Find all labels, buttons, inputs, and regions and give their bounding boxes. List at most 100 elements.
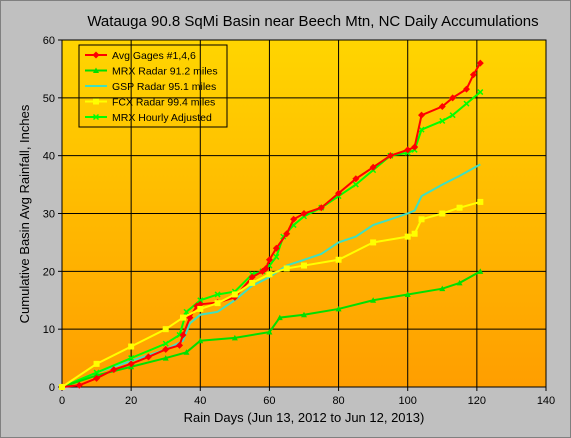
data-point (290, 215, 298, 223)
y-tick-label: 50 (43, 93, 55, 105)
data-point (476, 59, 484, 67)
data-point (128, 343, 135, 350)
data-point (449, 112, 456, 119)
data-point (418, 126, 425, 133)
x-tick-label: 0 (59, 395, 65, 407)
legend-label: GSP Radar 95.1 miles (112, 81, 216, 93)
data-point (301, 311, 307, 318)
data-point (283, 265, 290, 272)
tick-labels: 0 20 40 60 80 100 120 140 0 10 20 30 40 50 60 (43, 35, 555, 407)
data-point (144, 353, 152, 361)
data-point (439, 285, 446, 292)
data-point (404, 146, 412, 154)
data-point (179, 331, 187, 339)
data-point (183, 308, 190, 315)
data-point (418, 216, 425, 223)
legend-swatch-marker (93, 98, 99, 105)
legend-label: MRX Hourly Adjusted (112, 112, 212, 124)
data-point (469, 71, 477, 79)
data-point (370, 297, 377, 303)
x-tick-label: 80 (332, 395, 344, 407)
data-point (418, 111, 426, 119)
data-point (197, 305, 204, 312)
y-tick-label: 10 (43, 324, 55, 336)
data-point (276, 314, 283, 321)
x-tick-label: 60 (263, 395, 275, 407)
x-tick-label: 20 (125, 395, 137, 407)
data-point (477, 89, 484, 96)
y-tick-label: 20 (43, 266, 55, 278)
data-point (162, 326, 169, 333)
data-point (370, 239, 377, 246)
data-point (404, 233, 411, 240)
data-point (352, 181, 359, 188)
y-tick-label: 60 (43, 35, 55, 47)
data-point (266, 271, 273, 278)
data-point (197, 337, 204, 344)
x-tick-label: 100 (399, 395, 417, 407)
data-point (411, 143, 419, 151)
data-point (335, 189, 343, 197)
series-group (58, 59, 484, 391)
data-point (197, 297, 204, 304)
y-axis-label: Cumulative Basin Avg Rainfall, Inches (17, 104, 32, 323)
data-point (249, 279, 256, 286)
legend-swatch-marker (92, 113, 100, 121)
y-tick-label: 0 (49, 382, 55, 394)
series-line (61, 270, 481, 388)
data-point (214, 291, 221, 298)
data-point (59, 384, 65, 390)
data-point (162, 340, 169, 347)
data-point (273, 253, 280, 260)
data-point (75, 381, 83, 389)
legend: Avg Gages #1,4,6 MRX Radar 91.2 miles GSP … (78, 44, 228, 128)
data-point (262, 264, 270, 272)
legend-label: Avg Gages #1,4,6 (112, 50, 196, 62)
data-point (456, 204, 463, 211)
data-point (183, 349, 190, 355)
data-point (162, 355, 169, 361)
data-point (283, 230, 291, 238)
data-point (93, 374, 101, 382)
data-point (272, 244, 280, 252)
legend-swatch-marker (93, 67, 99, 73)
data-point (231, 291, 238, 298)
data-point (317, 204, 325, 212)
data-point (411, 230, 418, 237)
data-point (438, 103, 446, 111)
legend-label: MRX Radar 91.2 miles (112, 66, 218, 78)
data-point (110, 366, 118, 374)
data-point (180, 314, 186, 321)
x-tick-label: 40 (194, 395, 206, 407)
data-point (439, 210, 446, 217)
data-point (162, 345, 170, 353)
data-point (463, 100, 470, 107)
data-point (93, 360, 100, 367)
data-point (404, 291, 411, 297)
data-point (352, 175, 360, 183)
data-point (369, 163, 377, 171)
data-point (335, 256, 342, 263)
data-point (301, 262, 307, 269)
y-tick-label: 40 (43, 151, 55, 163)
data-point (477, 268, 484, 274)
data-point (439, 117, 446, 124)
data-point (300, 210, 308, 217)
data-point (231, 334, 238, 341)
legend-swatch-marker (92, 51, 100, 59)
x-tick-label: 120 (468, 395, 486, 407)
data-point (214, 300, 221, 307)
data-point (127, 360, 135, 368)
series-3 (59, 198, 484, 390)
data-point (456, 279, 463, 286)
data-point (266, 329, 273, 335)
data-point (386, 152, 394, 160)
chart-title: Watauga 90.8 SqMi Basin near Beech Mtn, … (87, 13, 538, 30)
data-point (335, 305, 342, 312)
data-point (176, 341, 184, 349)
x-axis-label: Rain Days (Jun 13, 2012 to Jun 12, 2013) (184, 410, 425, 425)
x-tick-label: 140 (537, 395, 555, 407)
data-point (248, 273, 256, 281)
